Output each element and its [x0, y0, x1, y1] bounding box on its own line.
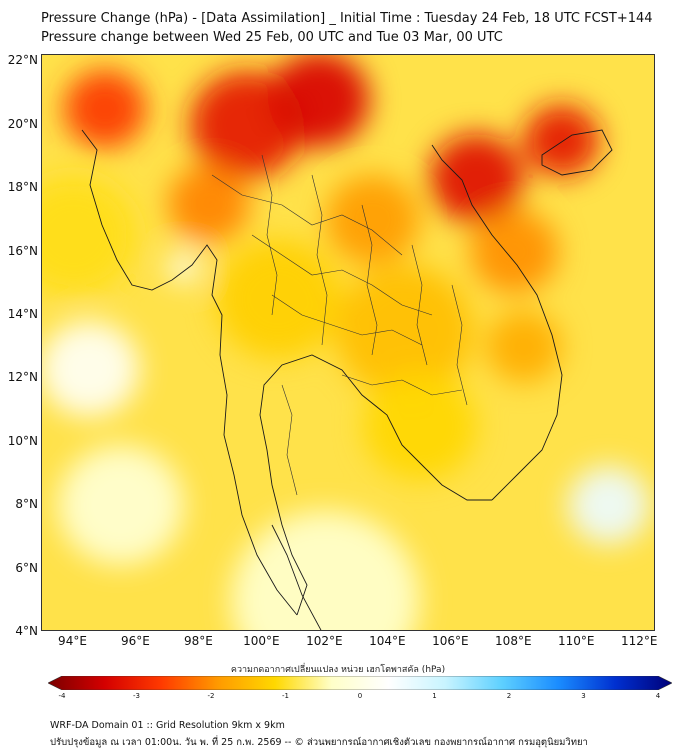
coastline-hainan	[541, 129, 613, 176]
colorbar-tick-label: -3	[133, 692, 140, 700]
lat-tick-label: 22°N	[7, 53, 38, 68]
pressure-blob	[363, 372, 477, 480]
chart-subtitle: Pressure change between Wed 25 Feb, 00 U…	[41, 30, 503, 45]
colorbar-tick-label: 2	[506, 692, 512, 700]
pressure-blob	[429, 133, 524, 224]
coastline-gulf-thailand	[259, 354, 492, 616]
lon-tick-label: 94°E	[58, 634, 87, 648]
colorbar-tick-label: 4	[655, 692, 661, 700]
border-line	[261, 154, 278, 316]
pressure-blob	[567, 466, 650, 545]
colorbar-tick-label: -1	[282, 692, 289, 700]
province-borders	[211, 154, 468, 496]
pressure-blob	[485, 310, 562, 383]
lat-tick-label: 8°N	[15, 497, 38, 512]
lon-tick-label: 110°E	[558, 634, 595, 648]
coastline-myanmar	[81, 129, 298, 616]
pressure-blob	[325, 174, 420, 265]
lat-tick-label: 12°N	[7, 370, 38, 385]
pressure-blob	[230, 510, 420, 630]
colorbar-tick-label: 3	[581, 692, 586, 700]
colorbar-label: ความกดอากาศเปลี่ยนแปลง หน่วย เฮกโตพาสคัล…	[230, 665, 446, 675]
border-line	[311, 174, 328, 346]
lon-tick-label: 112°E	[621, 634, 658, 648]
lat-tick-label: 10°N	[7, 433, 38, 448]
lat-tick-label: 6°N	[15, 560, 38, 575]
colorbar-tick-label: -2	[207, 692, 215, 700]
pressure-blob	[523, 104, 600, 177]
lat-tick-label: 18°N	[7, 180, 38, 195]
coastline-layer	[81, 129, 613, 630]
lat-tick-label: 20°N	[7, 116, 38, 131]
lon-tick-label: 102°E	[306, 634, 343, 648]
lon-tick-label: 106°E	[432, 634, 469, 648]
pressure-blob	[42, 175, 137, 296]
lon-tick-label: 100°E	[243, 634, 280, 648]
border-line	[271, 294, 423, 346]
border-line	[211, 174, 403, 256]
pressure-field	[42, 55, 650, 630]
lon-tick-label: 98°E	[183, 634, 213, 648]
pressure-blob	[167, 165, 250, 243]
border-line	[251, 234, 433, 316]
map-canvas	[42, 55, 654, 630]
pressure-blob	[334, 265, 474, 397]
pressure-blob	[470, 209, 559, 294]
pressure-blob	[57, 445, 184, 566]
chart-title: Pressure Change (hPa) - [Data Assimilati…	[41, 11, 653, 26]
lon-tick-label: 104°E	[369, 634, 406, 648]
footer-credit: ปรับปรุงข้อมูล ณ เวลา 01:00น. วัน พ. ที่…	[50, 737, 588, 748]
colorbar-tick-label: 1	[432, 692, 437, 700]
pressure-blob	[167, 252, 200, 283]
border-line	[361, 204, 378, 356]
coastline-indochina-east	[431, 144, 563, 501]
footer-model-info: WRF-DA Domain 01 :: Grid Resolution 9km …	[50, 720, 285, 731]
border-line	[281, 384, 298, 496]
lat-tick-label: 4°N	[15, 624, 38, 638]
pressure-blob	[268, 55, 370, 148]
colorbar-tick-label: -4	[58, 692, 66, 700]
lat-tick-label: 16°N	[7, 243, 38, 258]
map-panel	[41, 54, 655, 631]
colorbar-tick-label: 0	[357, 692, 363, 700]
border-line	[451, 284, 468, 406]
border-line	[411, 244, 428, 366]
lon-tick-label: 108°E	[495, 634, 532, 648]
colorbar	[48, 676, 672, 690]
lat-tick-label: 14°N	[7, 306, 38, 321]
border-line	[341, 374, 463, 396]
lon-tick-label: 96°E	[121, 634, 150, 648]
colorbar-bar	[48, 676, 672, 690]
pressure-blob	[64, 70, 146, 148]
pressure-blob	[42, 321, 140, 417]
coastline-malay	[271, 524, 322, 630]
